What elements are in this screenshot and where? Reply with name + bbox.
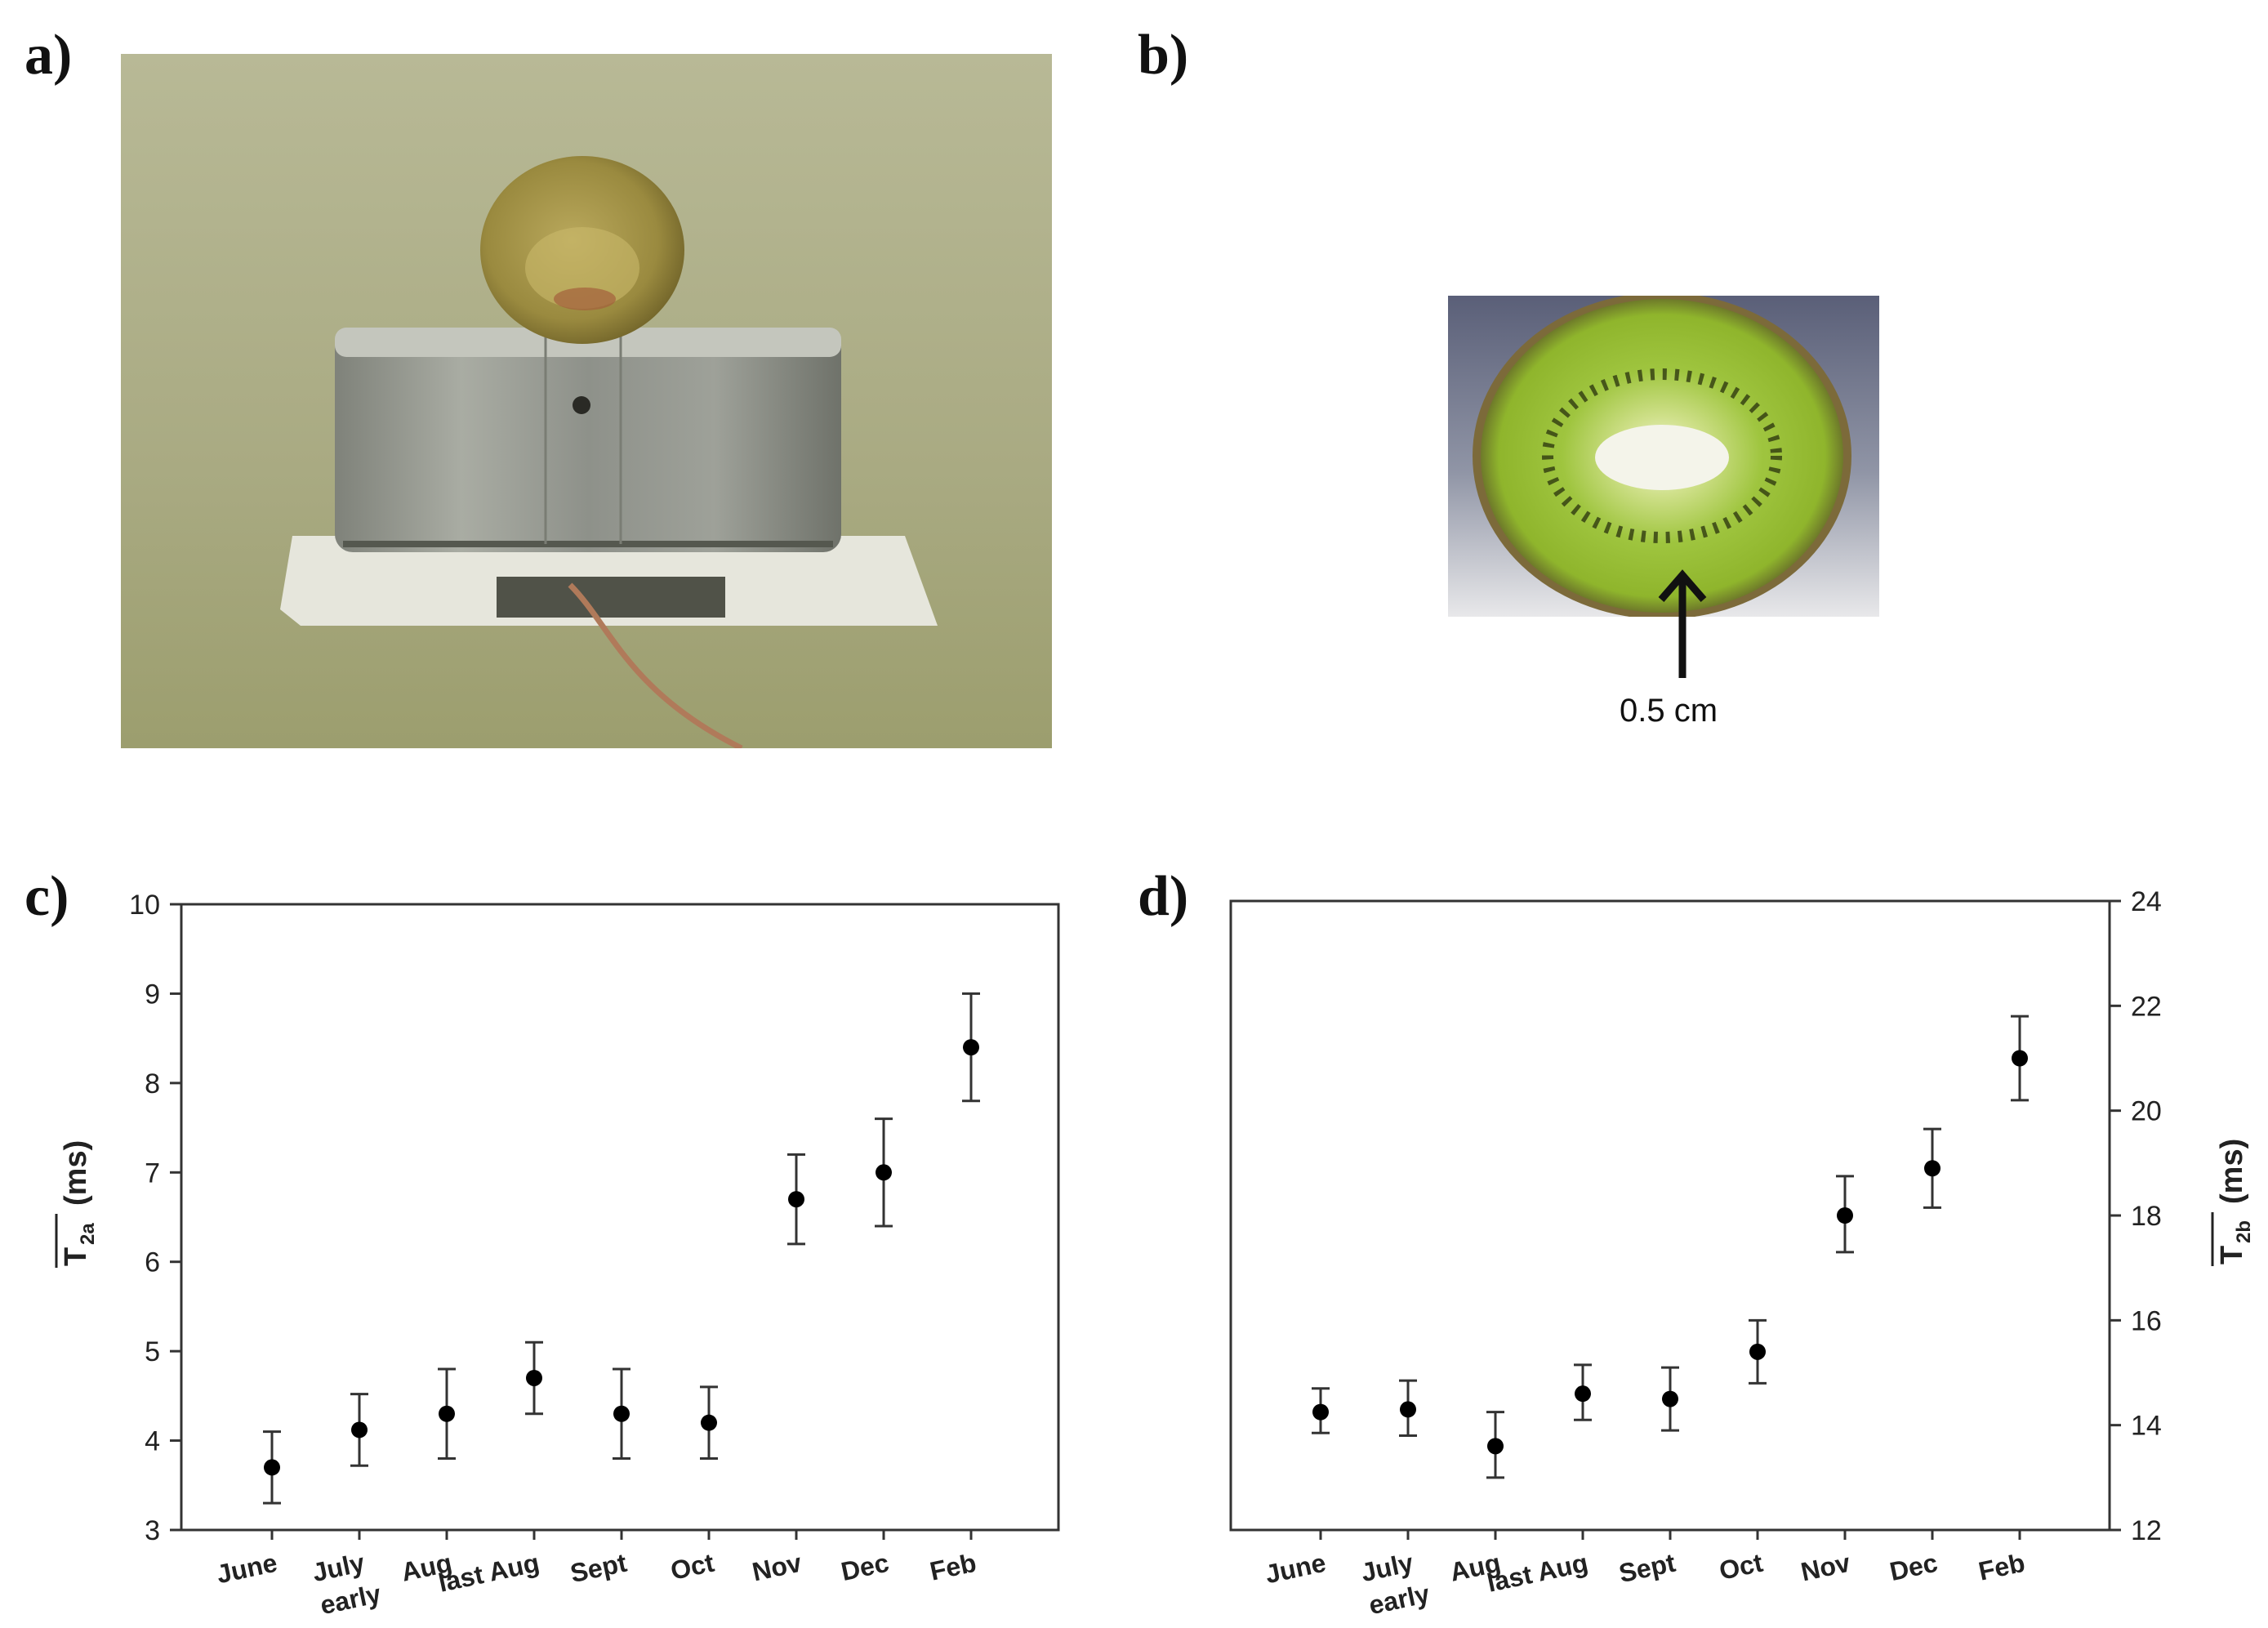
y-tick-label: 16 xyxy=(2131,1305,2162,1336)
x-tick-label: June xyxy=(1263,1548,1329,1590)
y-tick-label: 8 xyxy=(145,1068,160,1099)
data-point xyxy=(1312,1403,1329,1421)
x-tick-label: Sept xyxy=(568,1548,630,1589)
data-point xyxy=(264,1459,280,1476)
x-tick-label: July xyxy=(310,1548,367,1588)
data-point xyxy=(1924,1160,1940,1177)
y-tick-label: 12 xyxy=(2131,1515,2162,1546)
x-tick-label: last Aug xyxy=(1485,1548,1591,1598)
x-tick-label: last Aug xyxy=(436,1548,542,1598)
plot-frame xyxy=(1229,899,2111,1532)
y-tick-label: 5 xyxy=(145,1336,160,1367)
y-axis-label-unit: (ms) xyxy=(59,1140,93,1206)
data-point xyxy=(1662,1390,1678,1407)
x-tick-label: Feb xyxy=(1976,1548,2027,1586)
y-tick-label: 3 xyxy=(145,1515,160,1546)
photo-kiwi-on-sensor xyxy=(121,54,1052,748)
data-point xyxy=(963,1039,979,1056)
x-tick-label: Feb xyxy=(927,1548,978,1586)
panel-label-c: c) xyxy=(25,865,69,928)
x-tick-label: Nov xyxy=(750,1548,804,1587)
y-tick-label: 14 xyxy=(2131,1411,2162,1442)
photo-kiwi-cross-section-drawing xyxy=(1448,296,1879,617)
y-axis-label-subscript: 2a xyxy=(77,1223,99,1245)
data-point xyxy=(1749,1343,1766,1360)
y-tick-label: 10 xyxy=(129,890,160,921)
data-point xyxy=(613,1405,630,1422)
panel-label-b: b) xyxy=(1138,24,1189,87)
data-point xyxy=(439,1405,455,1422)
data-point xyxy=(2012,1050,2028,1067)
data-point xyxy=(788,1191,804,1208)
x-tick-label: Nov xyxy=(1798,1548,1853,1587)
data-point xyxy=(526,1369,542,1386)
y-axis-label: T 2b (ms) xyxy=(2211,1139,2255,1266)
y-tick-label: 22 xyxy=(2131,991,2162,1022)
y-axis-label-symbol: T xyxy=(59,1247,93,1266)
y-axis-label: T 2a (ms) xyxy=(55,1140,99,1268)
x-tick-sublabel: early xyxy=(1366,1579,1433,1621)
x-tick-label: Oct xyxy=(1717,1548,1766,1586)
x-tick-sublabel: early xyxy=(318,1579,384,1621)
x-tick-label: Sept xyxy=(1616,1548,1678,1589)
data-point xyxy=(1837,1207,1853,1224)
y-tick-label: 4 xyxy=(145,1426,160,1457)
y-axis-label-unit: (ms) xyxy=(2215,1139,2249,1204)
y-tick-label: 9 xyxy=(145,979,160,1010)
data-point xyxy=(701,1414,717,1431)
depth-annotation: 0.5 cm xyxy=(1620,693,1718,729)
y-tick-label: 20 xyxy=(2131,1096,2162,1127)
x-tick-label: June xyxy=(214,1548,280,1590)
y-axis-label-subscript: 2b xyxy=(2233,1220,2255,1243)
data-point xyxy=(1487,1438,1504,1455)
data-point xyxy=(876,1164,892,1181)
y-tick-label: 18 xyxy=(2131,1201,2162,1232)
x-tick-label: July xyxy=(1358,1548,1415,1588)
photo-kiwi-on-sensor-drawing xyxy=(121,54,1052,748)
y-tick-label: 7 xyxy=(145,1157,160,1189)
plot-frame xyxy=(180,903,1060,1532)
x-tick-label: Oct xyxy=(668,1548,717,1586)
panel-label-a: a) xyxy=(25,24,73,87)
y-axis-label-symbol: T xyxy=(2215,1246,2249,1264)
panel-label-d: d) xyxy=(1138,865,1189,928)
y-tick-label: 6 xyxy=(145,1247,160,1278)
depth-arrow xyxy=(1658,569,1707,678)
data-point xyxy=(1575,1385,1591,1403)
data-point xyxy=(1400,1401,1416,1418)
x-tick-label: Dec xyxy=(1887,1548,1940,1586)
data-point xyxy=(351,1421,368,1438)
x-tick-label: Dec xyxy=(839,1548,892,1586)
y-tick-label: 24 xyxy=(2131,886,2162,917)
photo-kiwi-cross-section xyxy=(1448,296,1879,617)
